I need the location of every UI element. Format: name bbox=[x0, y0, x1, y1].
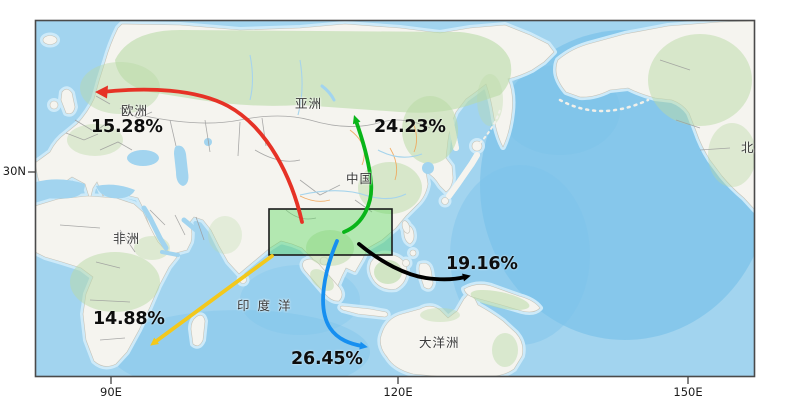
pct-label-africa: 14.88% bbox=[93, 309, 165, 329]
map-frame bbox=[34, 19, 756, 378]
vegetation bbox=[67, 30, 755, 367]
region-label-europe: 欧洲 bbox=[121, 103, 149, 118]
arrow-to-oceania bbox=[321, 239, 364, 348]
pct-label-west-pacific: 19.16% bbox=[446, 254, 518, 274]
arrowhead-to-africa bbox=[150, 337, 159, 346]
arrow-to-west-pacific bbox=[357, 242, 467, 282]
region-label-north-america: 北 bbox=[741, 140, 755, 155]
arrow-to-europe bbox=[100, 87, 304, 224]
arrowhead-to-europe bbox=[95, 85, 108, 99]
arrowhead-to-west-pacific bbox=[462, 273, 471, 282]
region-label-china: 中国 bbox=[346, 171, 374, 186]
x-axis-label-90e: 90E bbox=[100, 385, 122, 399]
arrowhead-to-northeast-china bbox=[352, 115, 361, 125]
x-axis-label-120e: 120E bbox=[383, 385, 413, 399]
x-axis-label-150e: 150E bbox=[673, 385, 703, 399]
rivers bbox=[249, 54, 423, 200]
axis-ticks bbox=[28, 171, 689, 384]
region-label-indian-ocean: 印 度 洋 bbox=[237, 298, 293, 313]
island-chains bbox=[479, 98, 650, 144]
pct-label-northeast-china: 24.23% bbox=[374, 117, 446, 137]
highlight-region-box bbox=[268, 208, 393, 256]
region-label-asia: 亚洲 bbox=[295, 96, 323, 111]
arrowhead-to-oceania bbox=[359, 341, 368, 350]
region-label-oceania: 大洋洲 bbox=[419, 335, 460, 350]
inland-seas bbox=[36, 84, 434, 257]
y-axis-label-30n: 30N bbox=[2, 164, 26, 178]
arrow-to-africa bbox=[153, 254, 274, 344]
pct-label-europe: 15.28% bbox=[91, 117, 163, 137]
region-label-africa: 非洲 bbox=[113, 231, 141, 246]
pct-label-oceania: 26.45% bbox=[291, 349, 363, 369]
arrow-to-northeast-china bbox=[342, 119, 374, 234]
